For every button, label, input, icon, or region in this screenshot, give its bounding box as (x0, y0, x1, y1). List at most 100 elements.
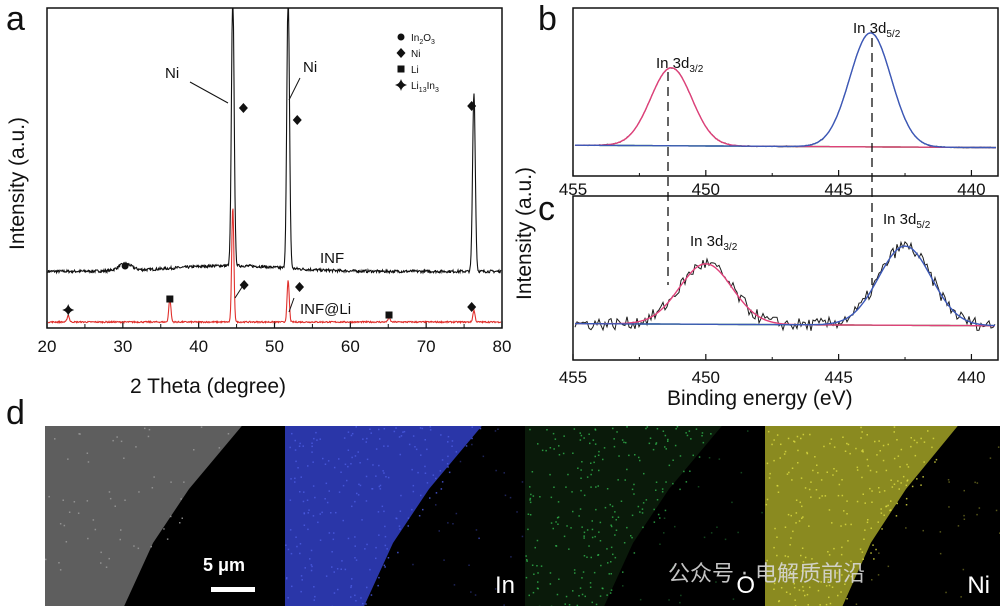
map-dot (408, 443, 411, 446)
map-dot (790, 514, 792, 517)
map-dot (411, 468, 413, 471)
map-dot (347, 431, 350, 433)
map-dot (878, 491, 881, 493)
map-dot (595, 508, 597, 511)
map-dot (703, 536, 706, 539)
map-dot (289, 529, 292, 531)
panel-b-plot (574, 32, 997, 149)
map-dot (478, 537, 480, 540)
map-dot (579, 508, 582, 510)
map-dot (590, 473, 592, 476)
legend-marker-square (397, 65, 405, 73)
map-dot (285, 578, 288, 580)
map-dot (347, 449, 350, 451)
map-dot (584, 595, 586, 598)
map-dot (878, 552, 880, 554)
map-dot (606, 548, 608, 550)
map-dot (357, 451, 359, 453)
panel-letter-a: a (6, 0, 25, 38)
map-dot (595, 603, 598, 606)
map-dot (625, 441, 627, 444)
map-dot (73, 501, 76, 503)
map-dot (580, 469, 582, 471)
map-dot (144, 427, 146, 430)
map-dot (633, 493, 635, 495)
map-dot (653, 508, 655, 511)
map-dot (828, 509, 831, 511)
legend-label: In2O3 (411, 33, 435, 46)
map-dot (333, 532, 335, 534)
map-dot (846, 442, 848, 445)
map-dot (947, 479, 950, 481)
infli-arrow-2 (288, 297, 295, 313)
map-dot (297, 467, 299, 469)
map-dot (351, 456, 353, 459)
map-dot (301, 579, 303, 581)
map-dot (471, 426, 473, 428)
map-dot (591, 528, 594, 531)
map-dot (557, 501, 560, 503)
map-dot (911, 485, 914, 488)
map-dot (646, 426, 649, 428)
map-dot (365, 603, 367, 605)
map-dot (581, 577, 583, 579)
map-dot (439, 470, 442, 472)
map-dot (679, 455, 682, 457)
map-dot (579, 432, 581, 434)
map-dot (902, 475, 905, 478)
o-map-image (525, 426, 765, 606)
raw-spectrum (574, 32, 997, 149)
map-dot (536, 539, 539, 542)
map-dot (378, 534, 380, 536)
map-dot (639, 511, 641, 513)
map-dot (804, 556, 807, 559)
map-dot (898, 488, 900, 490)
map-dot (299, 552, 301, 555)
map-dot (567, 473, 569, 476)
map-dot (482, 455, 485, 458)
map-dot (332, 538, 335, 541)
map-dot (361, 519, 363, 521)
map-dot (576, 604, 579, 606)
map-dot (800, 477, 803, 479)
map-dot (708, 457, 711, 459)
map-dot (609, 592, 612, 594)
map-dot (586, 556, 588, 558)
map-dot (910, 445, 912, 448)
map-dot (558, 578, 560, 580)
map-dot (92, 519, 95, 521)
map-dot (351, 432, 354, 435)
map-dot (300, 476, 302, 478)
map-dot (299, 491, 301, 493)
map-dot (529, 514, 532, 516)
map-dot (120, 440, 123, 443)
map-dot (399, 510, 402, 512)
in-map-image (285, 426, 525, 606)
map-dot (108, 557, 110, 560)
map-dot (291, 585, 293, 588)
map-dot (790, 537, 792, 539)
sem-image-tile: 5 μm (45, 426, 285, 606)
map-dot (471, 443, 473, 446)
map-dot (526, 560, 528, 562)
map-dot (827, 551, 829, 553)
a-peak-marker-diamond (292, 115, 302, 125)
map-dot (642, 502, 645, 504)
map-dot (328, 532, 331, 534)
map-dot (317, 521, 319, 524)
map-dot (565, 595, 568, 598)
map-dot (527, 513, 530, 515)
map-dot (180, 498, 182, 500)
map-dot (600, 564, 602, 567)
map-dot (860, 426, 862, 429)
map-dot (598, 450, 600, 453)
map-dot (802, 561, 805, 563)
panel-c-frame (572, 195, 999, 361)
map-dot (314, 496, 316, 499)
map-dot (354, 536, 356, 538)
fit-5-2 (575, 32, 996, 149)
map-dot (294, 439, 296, 442)
map-dot (313, 586, 315, 588)
map-dot (856, 500, 859, 503)
map-dot (554, 438, 557, 440)
